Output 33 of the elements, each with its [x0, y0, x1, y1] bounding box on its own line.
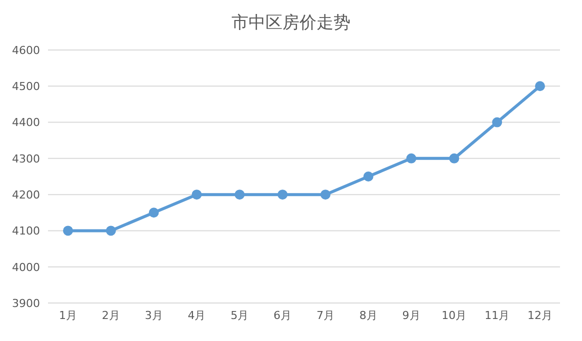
y-tick-label: 4200 [12, 188, 40, 202]
x-tick-label: 11月 [484, 308, 510, 322]
point [320, 190, 330, 200]
x-tick-label: 1月 [59, 308, 77, 322]
y-tick-label: 3900 [12, 296, 40, 310]
y-tick-label: 4400 [12, 116, 40, 130]
point [106, 226, 116, 236]
point [234, 190, 245, 200]
y-tick-label: 4000 [12, 260, 40, 274]
point [535, 81, 545, 92]
x-tick-label: 9月 [402, 308, 420, 322]
y-tick-label: 4300 [12, 152, 40, 166]
point [192, 190, 202, 200]
y-tick-label: 4500 [12, 80, 40, 94]
x-tick-label: 8月 [359, 308, 378, 322]
x-tick-label: 2月 [102, 308, 120, 322]
y-tick-label: 4100 [12, 224, 40, 238]
x-tick-label: 10月 [442, 308, 467, 322]
x-tick-label: 5月 [230, 308, 249, 322]
y-tick-label: 4600 [12, 44, 40, 57]
point [492, 117, 502, 128]
point [363, 172, 374, 182]
point [278, 190, 288, 200]
x-tick-label: 6月 [274, 308, 292, 322]
point [148, 208, 159, 218]
point [63, 226, 73, 236]
point [406, 153, 416, 164]
point [449, 153, 460, 164]
x-tick-label: 3月 [144, 308, 163, 322]
x-tick-label: 7月 [316, 308, 334, 322]
x-tick-label: 4月 [188, 308, 206, 322]
chart-title: 市中区房价走势 [230, 12, 352, 35]
x-tick-label: 12月 [528, 308, 552, 322]
